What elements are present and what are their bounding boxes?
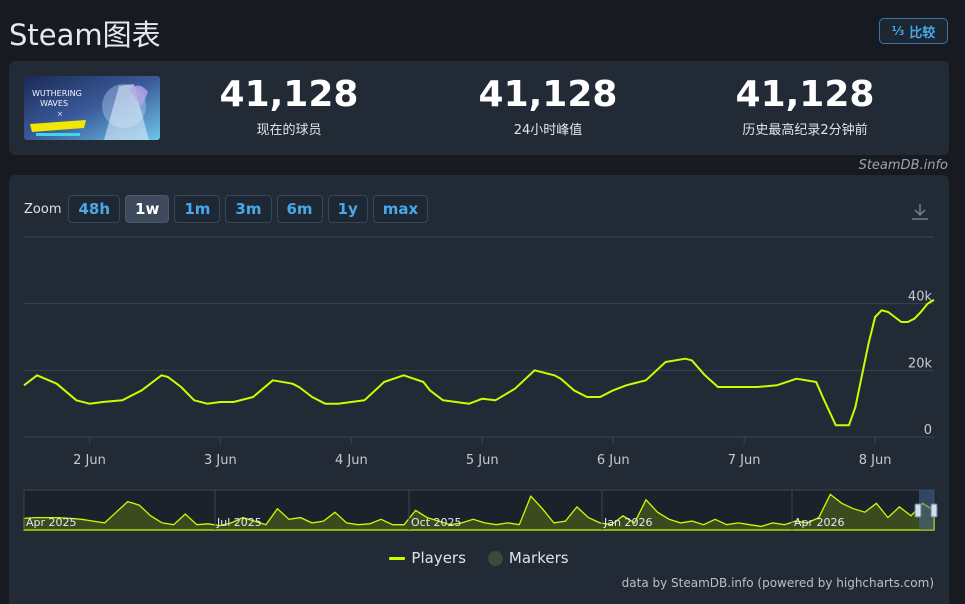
- stats-panel: WUTHERING WAVES × 41,128 现在的球员 41,128 24…: [9, 61, 949, 155]
- zoom-bar: Zoom 48h 1w 1m 3m 6m 1y max: [24, 195, 429, 223]
- stat-value: 41,128: [735, 74, 875, 115]
- zoom-label: Zoom: [24, 201, 62, 217]
- markers-dot-icon: [487, 550, 503, 566]
- navigator-series-area: [23, 493, 935, 531]
- x-tick-label: 2 Jun: [73, 453, 106, 468]
- sort-numeric-icon: ⅓: [891, 24, 904, 38]
- chart-panel: Zoom 48h 1w 1m 3m 6m 1y max 0 20k 40k 2 Jun…: [9, 175, 949, 604]
- navigator-tick-label: Jan 2026: [603, 516, 652, 529]
- navigator-tick-label: Jul 2025: [216, 516, 262, 529]
- navigator-tick-label: Apr 2025: [26, 516, 77, 529]
- y-tick-label: 0: [924, 423, 932, 438]
- players-line-icon: [389, 556, 406, 560]
- navigator-right-handle: [930, 503, 938, 518]
- compare-button[interactable]: ⅓ 比较: [879, 18, 948, 44]
- download-icon[interactable]: [909, 201, 931, 223]
- players-series-line: [23, 299, 935, 427]
- legend-item-markers[interactable]: Markers: [487, 549, 569, 567]
- page-title: Steam图表: [9, 18, 161, 52]
- y-tick-label: 20k: [908, 356, 933, 371]
- navigator-left-handle: [914, 503, 922, 518]
- legend-item-players[interactable]: Players: [389, 549, 466, 567]
- stat-label: 现在的球员: [256, 123, 322, 138]
- zoom-1y-button[interactable]: 1y: [327, 195, 368, 223]
- stat-24h-peak: 41,128 24小时峰值: [418, 74, 678, 139]
- stat-label: 历史最高纪录2分钟前: [742, 123, 868, 138]
- x-tick-label: 5 Jun: [466, 453, 499, 468]
- game-image[interactable]: WUTHERING WAVES ×: [24, 76, 160, 140]
- stat-label: 24小时峰值: [513, 123, 583, 138]
- game-title-line-2: WAVES: [40, 99, 68, 108]
- x-tick-label: 7 Jun: [728, 453, 761, 468]
- chart-credits[interactable]: data by SteamDB.info (powered by highcha…: [621, 576, 934, 590]
- legend-markers-label: Markers: [508, 549, 569, 567]
- compare-label: 比较: [909, 25, 936, 41]
- x-tick-label: 4 Jun: [335, 453, 368, 468]
- zoom-1m-button[interactable]: 1m: [174, 195, 221, 223]
- legend-players-label: Players: [411, 549, 466, 567]
- zoom-3m-button[interactable]: 3m: [225, 195, 272, 223]
- game-title-line-1: WUTHERING: [32, 89, 82, 98]
- zoom-6m-button[interactable]: 6m: [276, 195, 323, 223]
- zoom-max-button[interactable]: max: [372, 195, 429, 223]
- stat-current-players: 41,128 现在的球员: [159, 74, 419, 139]
- y-tick-label: 40k: [908, 290, 933, 305]
- navigator-range-selection: [919, 490, 934, 530]
- game-artwork: WUTHERING WAVES ×: [24, 76, 160, 140]
- navigator-tick-label: Apr 2026: [794, 516, 845, 529]
- x-tick-label: 6 Jun: [597, 453, 630, 468]
- x-tick-label: 8 Jun: [859, 453, 892, 468]
- game-title-separator: ×: [57, 110, 63, 118]
- stat-all-time-peak: 41,128 历史最高纪录2分钟前: [675, 74, 935, 139]
- zoom-1w-button[interactable]: 1w: [125, 195, 170, 223]
- chart-legend: Players Markers: [9, 549, 949, 567]
- zoom-48h-button[interactable]: 48h: [68, 195, 121, 223]
- navigator-tick-label: Oct 2025: [411, 516, 462, 529]
- stat-value: 41,128: [478, 74, 618, 115]
- stat-value: 41,128: [219, 74, 359, 115]
- player-chart[interactable]: 0 20k 40k 2 Jun 3 Jun 4 Jun 5 Jun 6 Jun 7 Jun 8 J…: [9, 175, 949, 604]
- x-tick-label: 3 Jun: [204, 453, 237, 468]
- source-note[interactable]: SteamDB.info: [858, 158, 948, 173]
